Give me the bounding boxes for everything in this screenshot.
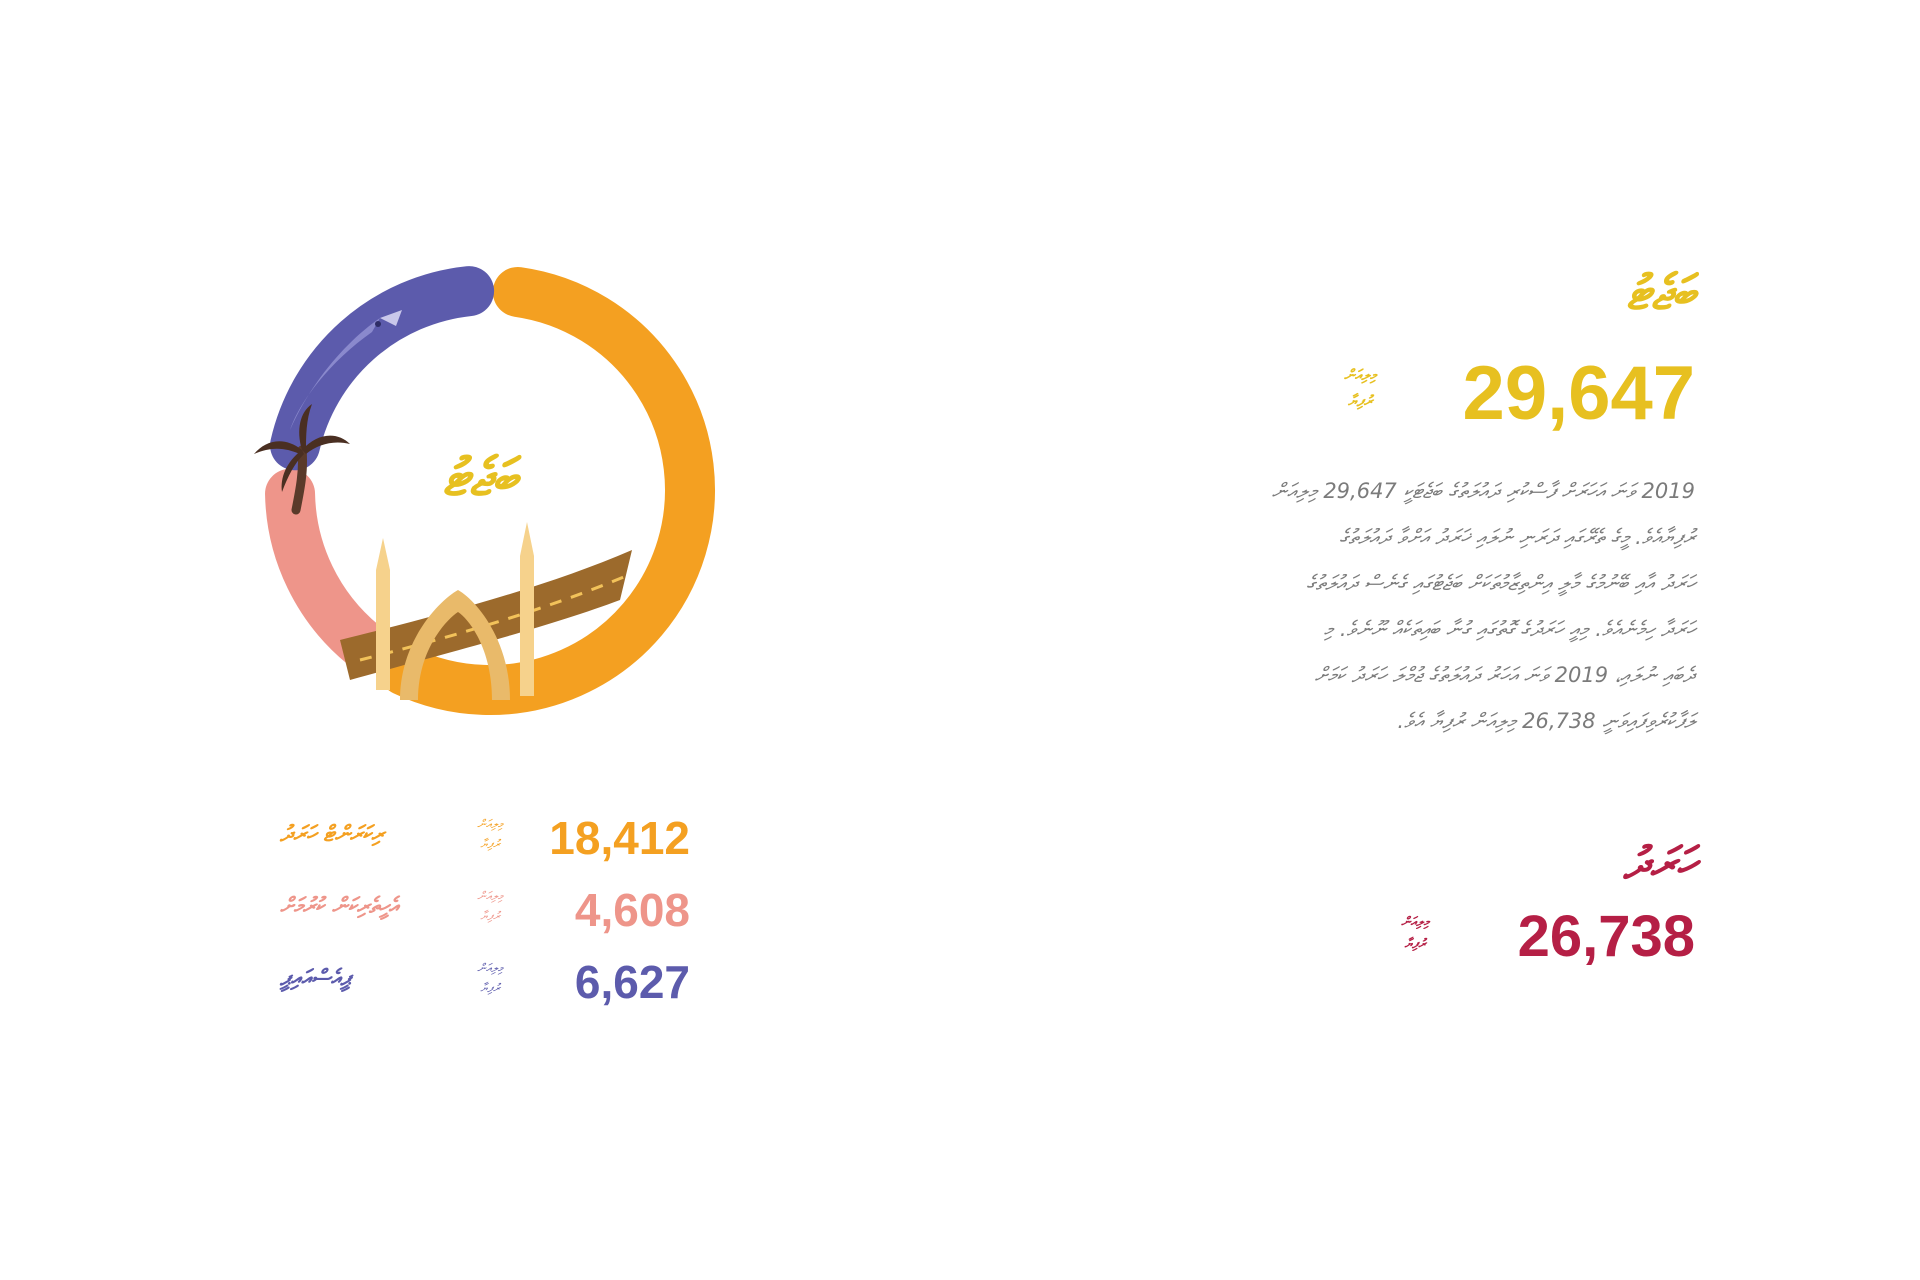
palm-tree-icon — [254, 404, 350, 515]
description-line: ލަފާކުރެވިފައިވަނީ 26,738 މިލިއަން ރުފިޔ… — [1397, 709, 1695, 733]
expenditure-total: 26,738 — [1517, 904, 1695, 969]
description-line: ރުފިޔާއެވެ. މީގެ ތެރޭގައި ދަރަނި ނުލައި … — [1339, 525, 1695, 549]
legend-value: 4,608 — [574, 884, 690, 936]
description-line: ދެބައި ނުލައި، 2019 ވަނަ އަހަރު ދައުލަތު… — [1314, 663, 1695, 687]
budget-description: 2019 ވަނަ އަހަރަށް ފާސްކުރި ދައުލަތުގެ ބ… — [1105, 468, 1695, 744]
legend-label: ޕީއެސްއައިޕީ — [280, 966, 351, 991]
description-line: ހަރަދާ ހިމެނެއެވެ. މިއީ ހަރަދުގެ ގޮތުގައ… — [1323, 617, 1695, 641]
donut-slice-3 — [270, 266, 495, 471]
legend-row-recurrent: ރިކަރަންޓް ހަރަދު މިލިއަން ރުފިޔާ 18,412 — [280, 810, 690, 866]
legend-value: 6,627 — [574, 956, 690, 1008]
fish-icon — [290, 310, 402, 430]
legend-row-psip: ޕީއެސްއައިޕީ މިލިއަން ރުފިޔާ 6,627 — [280, 954, 690, 1010]
legend-unit: މިލިއަން ރުފިޔާ — [477, 961, 503, 995]
expenditure-unit: މިލިއަން ރުފިޔާ — [1401, 915, 1429, 952]
budget-heading: ބަޖެޓު — [1626, 265, 1695, 321]
budget-donut-chart — [254, 266, 715, 715]
legend-unit: މިލިއަން ރުފިޔާ — [477, 889, 503, 923]
legend-unit: މިލިއަން ރުފިޔާ — [477, 817, 503, 851]
legend-row-assistance: އެހީތެރިކަން ކުރުމަށް މިލިއަން ރުފިޔާ 4,6… — [280, 882, 690, 938]
legend-label: ރިކަރަންޓް ހަރަދު — [280, 822, 384, 847]
donut-slice-2 — [265, 468, 388, 670]
legend-label: އެހީތެރިކަން ކުރުމަށް — [280, 894, 398, 919]
expenditure-heading: ހަރަދު — [1623, 838, 1695, 889]
legend-value: 18,412 — [549, 812, 690, 864]
budget-total: 29,647 — [1462, 351, 1695, 436]
donut-title: ބަޖެޓު — [442, 448, 518, 508]
budget-unit: މިލިއަން ރުފިޔާ — [1343, 366, 1377, 410]
description-line: ހަރަދު އާއި ބޭނުމުގެ މާލީ އިންތިޒާމުތަކަ… — [1306, 571, 1695, 595]
mosque-icon — [376, 522, 534, 700]
description-line: 2019 ވަނަ އަހަރަށް ފާސްކުރި ދައުލަތުގެ ބ… — [1271, 479, 1695, 503]
